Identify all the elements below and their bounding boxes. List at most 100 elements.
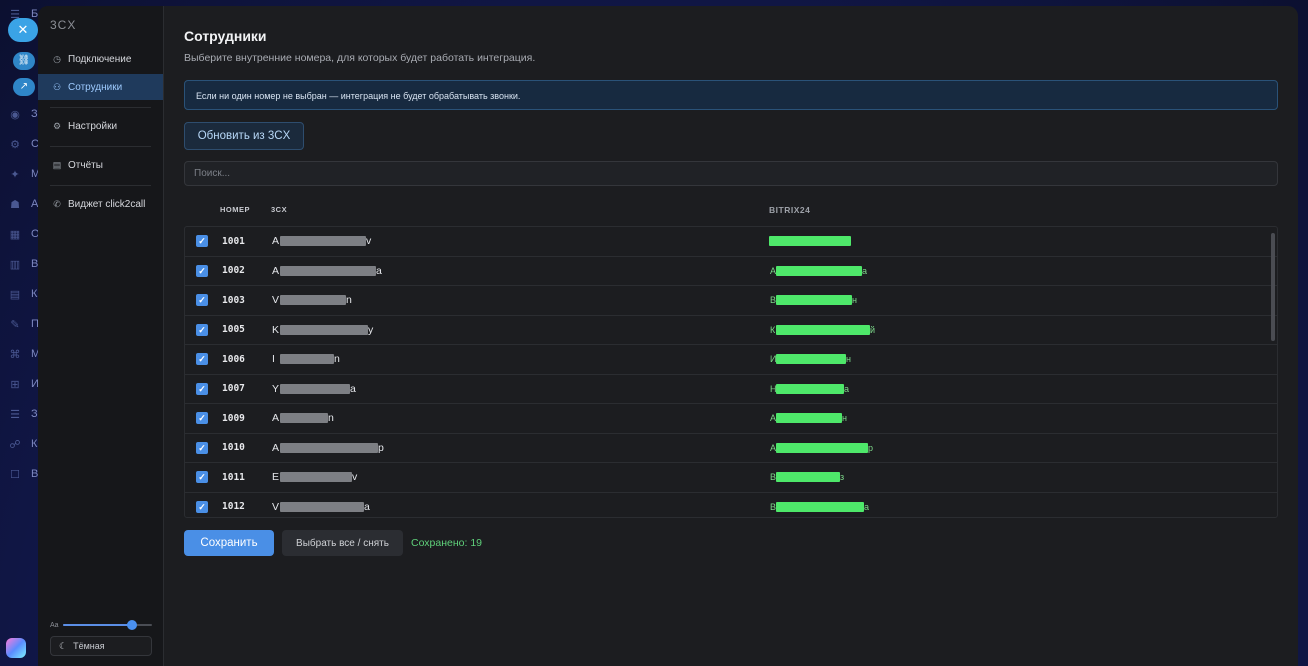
redacted-name: [776, 324, 870, 335]
row-checkbox[interactable]: ✓: [196, 382, 208, 395]
redacted-name: [776, 265, 862, 276]
integration-modal: 3CX ◷ Подключение ⚇ Сотрудники ⚙ Настрой…: [38, 6, 1298, 666]
redacted-name: [280, 354, 334, 365]
extension-number: 1003: [222, 294, 245, 306]
sidebar-item-click2call[interactable]: ✆ Виджет click2call: [38, 191, 163, 217]
bitrix-name-first-letter: И: [770, 354, 777, 365]
background-nav-letter: Б: [31, 8, 39, 20]
redacted-name: [776, 501, 864, 512]
3cx-name-first-letter: A: [272, 264, 280, 277]
moon-icon: ☾: [59, 640, 68, 651]
background-nav-icon: ☐: [10, 469, 20, 481]
open-external-icon[interactable]: ↗: [13, 78, 35, 96]
clock-icon: ◷: [53, 54, 61, 64]
bitrix-name-last-letter: й: [870, 324, 876, 335]
font-size-knob[interactable]: [127, 620, 138, 630]
bitrix-name-first-letter: В: [770, 472, 777, 483]
sidebar-item-label: Подключение: [68, 53, 132, 65]
3cx-name-first-letter: K: [272, 323, 280, 336]
background-nav-icon: ✦: [10, 169, 20, 181]
redacted-name: [769, 236, 851, 247]
background-nav-letter: М: [31, 348, 41, 360]
column-header-bitrix24: BITRIX24: [769, 204, 811, 215]
font-size-slider[interactable]: Aa: [50, 618, 152, 632]
3cx-name-first-letter: E: [272, 471, 280, 484]
theme-label: Тёмная: [73, 641, 105, 651]
refresh-from-3cx-button[interactable]: Обновить из 3CX: [184, 122, 304, 150]
bitrix-name-last-letter: н: [842, 413, 847, 424]
background-nav-letter: М: [31, 168, 41, 180]
sidebar-item-settings[interactable]: ⚙ Настройки: [38, 113, 163, 139]
3cx-name-last-letter: v: [352, 471, 358, 484]
sidebar-item-reports[interactable]: ▤ Отчёты: [38, 152, 163, 178]
background-nav-letter: В: [31, 258, 39, 270]
background-nav-letter: З: [31, 408, 38, 420]
extension-number: 1002: [222, 265, 245, 277]
row-checkbox[interactable]: ✓: [196, 294, 208, 307]
background-nav-letter: В: [31, 468, 39, 480]
row-checkbox[interactable]: ✓: [196, 235, 208, 248]
background-nav-icon: ☰: [10, 9, 20, 21]
background-nav-icon: ▥: [9, 259, 21, 271]
background-nav-icon: ◉: [10, 109, 20, 121]
sidebar-brand: 3CX: [50, 18, 77, 32]
bitrix-name-last-letter: а: [844, 383, 850, 394]
row-checkbox[interactable]: ✓: [196, 471, 208, 484]
close-icon[interactable]: ✕: [8, 18, 38, 42]
row-checkbox[interactable]: ✓: [196, 264, 208, 277]
3cx-name-last-letter: n: [328, 412, 334, 425]
redacted-name: [280, 472, 352, 483]
background-nav-letter: К: [31, 288, 38, 300]
bitrix-name-first-letter: Н: [770, 383, 777, 394]
theme-toggle-button[interactable]: ☾ Тёмная: [50, 636, 152, 656]
bitrix-name-first-letter: В: [770, 295, 777, 306]
row-checkbox[interactable]: ✓: [196, 353, 208, 366]
sidebar-item-label: Настройки: [68, 120, 118, 132]
link-icon[interactable]: ⛓: [13, 52, 35, 70]
3cx-name-last-letter: a: [376, 264, 382, 277]
select-all-toggle-button[interactable]: Выбрать все / снять: [282, 530, 403, 556]
3cx-name-first-letter: A: [272, 235, 280, 248]
sidebar-item-connection[interactable]: ◷ Подключение: [38, 46, 163, 72]
row-checkbox[interactable]: ✓: [196, 500, 208, 513]
background-nav-icon: ⚙: [10, 139, 20, 151]
background-nav-icon: ▤: [9, 289, 21, 301]
extension-number: 1012: [222, 501, 245, 513]
row-checkbox[interactable]: ✓: [196, 412, 208, 425]
bitrix-name-last-letter: р: [868, 442, 874, 453]
row-checkbox[interactable]: ✓: [196, 441, 208, 454]
font-size-track[interactable]: [62, 620, 152, 630]
search-input[interactable]: [184, 161, 1278, 186]
bitrix-name-first-letter: А: [770, 442, 777, 453]
users-icon: ⚇: [52, 82, 62, 92]
copilot-icon[interactable]: [6, 638, 26, 658]
sidebar-item-employees[interactable]: ⚇ Сотрудники: [38, 74, 163, 100]
redacted-name: [776, 295, 852, 306]
save-button[interactable]: Сохранить: [184, 530, 274, 556]
divider: [50, 146, 151, 147]
row-checkbox[interactable]: ✓: [196, 323, 208, 336]
extension-number: 1007: [222, 383, 245, 395]
3cx-name-first-letter: Y: [272, 382, 280, 395]
3cx-name-first-letter: A: [272, 441, 280, 454]
table-scrollbar[interactable]: [1271, 233, 1275, 341]
page-title: Сотрудники: [184, 28, 267, 44]
extension-number: 1001: [222, 235, 245, 247]
